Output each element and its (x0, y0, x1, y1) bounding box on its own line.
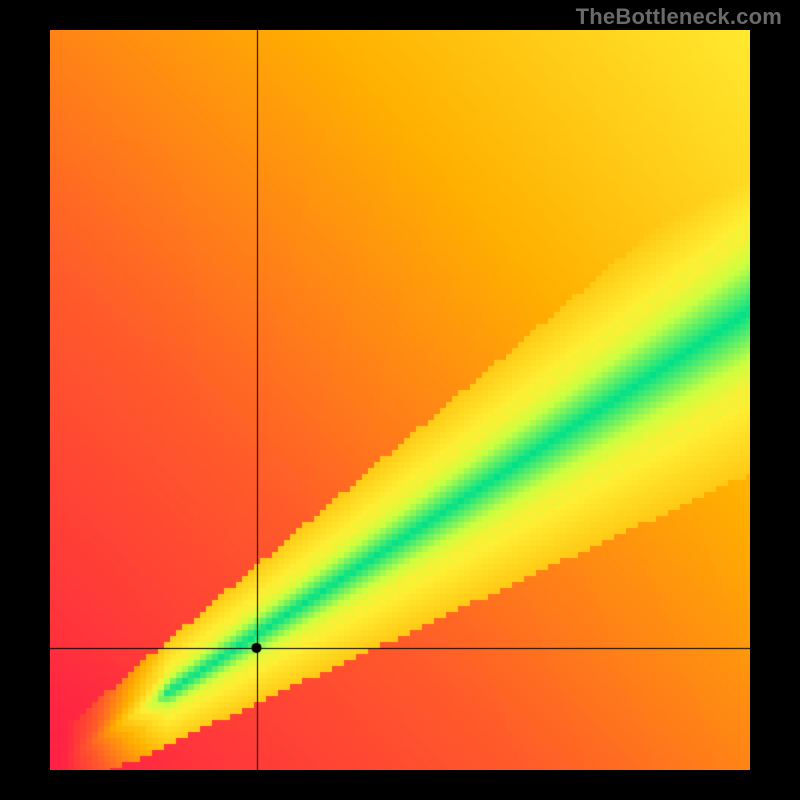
bottleneck-heatmap (50, 30, 750, 770)
watermark-text: TheBottleneck.com (576, 4, 782, 30)
chart-container: TheBottleneck.com (0, 0, 800, 800)
